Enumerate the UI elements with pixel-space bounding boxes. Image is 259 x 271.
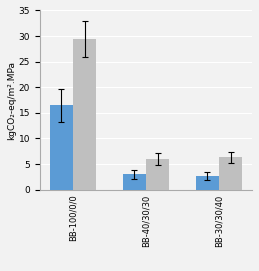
Bar [49, 105, 73, 190]
Bar [219, 157, 242, 190]
Bar [123, 174, 146, 190]
Y-axis label: kgCO₂-eq/m².MPa: kgCO₂-eq/m².MPa [7, 61, 16, 140]
Bar [146, 159, 169, 190]
Bar [73, 38, 96, 190]
Bar [196, 176, 219, 190]
